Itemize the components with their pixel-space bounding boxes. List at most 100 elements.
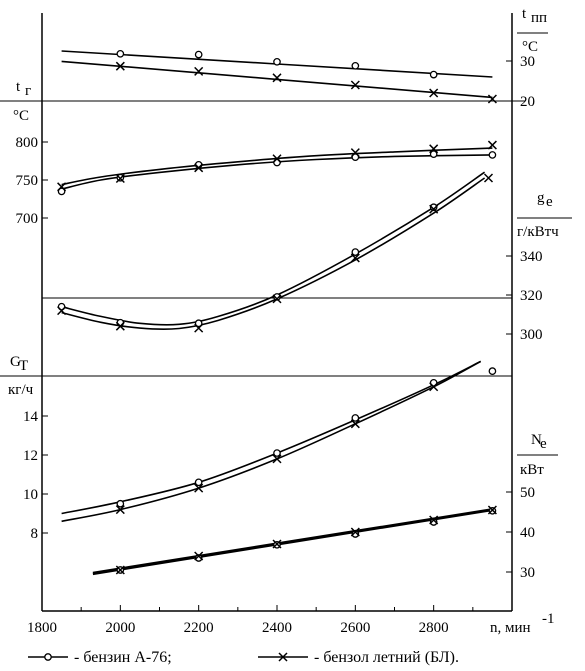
N_e-x-point: [115, 565, 125, 575]
x-tick-label: 2600: [340, 620, 370, 636]
g_e-axis-unit: г/кВтч: [517, 224, 559, 240]
G_t-x-point: [429, 382, 439, 392]
g_e-x-point: [115, 321, 125, 331]
N_e-curve: [92, 508, 493, 574]
G_t-tick-label: 12: [23, 448, 38, 464]
x-tick-label: 2000: [105, 620, 135, 636]
g_e-curve: [61, 177, 486, 331]
G_t-axis-unit: кг/ч: [8, 382, 34, 398]
t_g-axis-subscript: г: [25, 83, 31, 99]
G_t-circle-point: [194, 478, 203, 487]
t_g-tick-label: 750: [16, 173, 39, 189]
g_e-tick-label: 340: [520, 249, 543, 265]
x-tick-label: 2400: [262, 620, 292, 636]
g_e-x-point: [429, 204, 439, 214]
g_e-x-point: [194, 323, 204, 333]
t_pp-circle-point: [116, 49, 125, 58]
G_t-x-point: [194, 483, 204, 493]
G_t-x-point: [115, 505, 125, 515]
t_g-curve: [61, 154, 493, 190]
g_e-curve: [61, 171, 486, 326]
g_e-x-point: [57, 306, 67, 316]
g_e-circle-point: [194, 319, 203, 328]
x-tick-label: 2200: [184, 620, 214, 636]
N_e-tick-label: 50: [520, 485, 535, 501]
g_e-tick-label: 320: [520, 288, 543, 304]
t_g-curve: [61, 147, 493, 186]
G_t-tick-label: 10: [23, 487, 38, 503]
t_g-circle-point: [429, 150, 438, 159]
g_e-axis-subscript: e: [546, 194, 553, 210]
N_e-x-point: [194, 551, 204, 561]
G_t-tick-label: 14: [23, 409, 39, 425]
N_e-axis-unit: кВт: [520, 462, 544, 478]
N_e-tick-label: 30: [520, 565, 535, 581]
G_t-circle-point: [116, 499, 125, 508]
t_pp-x-point: [194, 66, 204, 76]
t_g-axis-unit: °C: [13, 108, 29, 124]
G_t-axis-subscript: Т: [19, 358, 28, 374]
t_g-tick-label: 800: [16, 135, 39, 151]
N_e-x-point: [429, 515, 439, 525]
N_e-x-point: [350, 527, 360, 537]
t_pp-circle-point: [429, 70, 438, 79]
N_e-circle-point: [429, 518, 438, 526]
N_e-x-point: [272, 539, 282, 549]
t_pp-axis-symbol: t: [522, 6, 527, 22]
N_e-axis-subscript: е: [540, 436, 547, 452]
t_g-x-point: [272, 154, 282, 164]
t_pp-circle-point: [351, 61, 360, 70]
t_pp-tick-label: 30: [520, 54, 535, 70]
N_e-tick-label: 40: [520, 525, 535, 541]
G_t-x-point: [272, 454, 282, 464]
t_pp-x-point: [429, 88, 439, 98]
G_t-circle-point: [488, 367, 497, 375]
G_t-circle-point: [273, 449, 281, 457]
t_pp-circle-point: [194, 50, 203, 59]
x-tick-label: 2800: [419, 620, 449, 636]
t_g-x-point: [194, 163, 204, 173]
t_pp-axis-unit: °C: [522, 39, 538, 55]
t_pp-x-point: [115, 61, 125, 71]
N_e-x-point: [487, 505, 497, 515]
legend-label: - бензол летний (БЛ).: [314, 649, 459, 666]
t_g-x-point: [57, 182, 67, 192]
t_g-circle-point: [57, 187, 66, 196]
t_g-circle-point: [351, 153, 360, 162]
t_g-x-point: [115, 173, 125, 184]
G_t-curve: [61, 360, 482, 515]
legend-marker-x: [278, 652, 288, 662]
t_pp-axis-subscript: пп: [531, 10, 547, 26]
t_g-x-point: [487, 140, 497, 150]
legend-label: - бензин А-76;: [74, 649, 172, 666]
t_pp-tick-label: 20: [520, 94, 535, 110]
g_e-axis-symbol: g: [537, 190, 545, 206]
t_g-x-point: [350, 148, 360, 158]
N_e-circle-point: [351, 530, 360, 538]
g_e-x-point: [483, 173, 494, 183]
t_g-circle-point: [488, 151, 497, 159]
g_e-circle-point: [429, 203, 438, 212]
t_pp-x-point: [487, 94, 497, 104]
G_t-circle-point: [351, 414, 360, 422]
t_g-axis-symbol: t: [16, 79, 21, 95]
g_e-x-point: [350, 253, 360, 263]
x-axis-label: n, мин: [490, 620, 531, 636]
x-tick-label: 1800: [27, 620, 57, 636]
N_e-circle-point: [194, 554, 203, 562]
t_g-tick-label: 700: [16, 211, 39, 227]
t_pp-circle-point: [273, 57, 281, 66]
G_t-curve: [61, 360, 482, 523]
t_pp-x-point: [350, 80, 360, 90]
g_e-circle-point: [351, 248, 360, 256]
x-axis-label-exponent: -1: [542, 611, 555, 627]
G_t-tick-label: 8: [31, 526, 39, 542]
legend-marker-circle: [44, 653, 52, 661]
g_e-circle-point: [273, 293, 281, 301]
N_e-axis-symbol: N: [531, 432, 542, 448]
g_e-tick-label: 300: [520, 327, 543, 343]
g_e-x-point: [272, 294, 282, 304]
t_pp-curve: [61, 60, 493, 99]
